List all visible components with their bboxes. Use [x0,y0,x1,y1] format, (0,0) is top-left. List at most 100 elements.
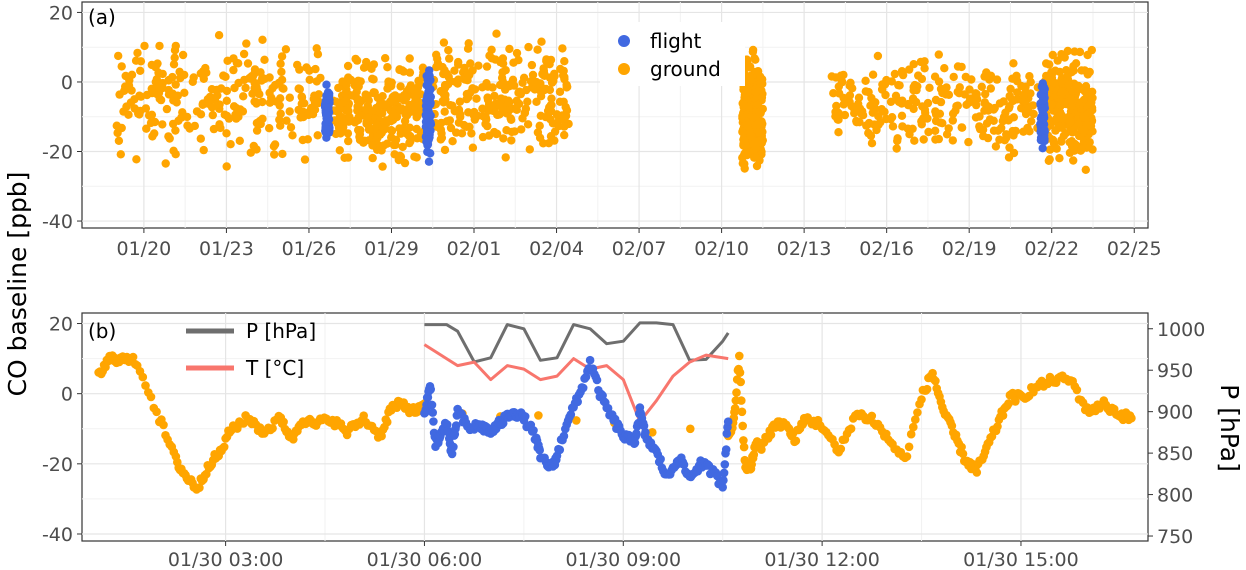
ground-point [275,101,284,110]
ground-point [484,131,494,140]
ground-point [520,108,530,118]
ground-point [275,115,284,124]
ground-point [381,54,390,63]
ground-point [735,351,744,361]
ground-point [226,140,235,149]
x-tick-label: 02/01 [447,238,502,260]
ground-point [906,429,916,439]
ground-point [909,86,918,95]
ground-point [305,75,314,85]
ground-point [750,54,759,63]
flight-point [721,445,731,454]
ground-point [1068,87,1077,96]
x-tick-label: 02/19 [942,238,997,260]
ground-point [942,130,952,139]
ground-point [222,162,231,171]
ground-point [162,104,172,114]
ground-point [448,137,457,146]
ground-point [1027,117,1036,126]
ground-point [413,134,422,143]
ground-point [114,136,124,145]
ground-point [456,110,465,119]
ground-point [1004,399,1013,408]
ground-point [350,118,360,127]
ground-point [917,395,926,404]
ground-point [555,87,565,97]
flight-point [555,445,565,455]
ground-point [930,72,940,81]
flight-point [447,449,457,459]
ground-point [977,82,986,92]
ground-point [368,74,377,84]
ground-point [1057,123,1067,132]
panel-b-lines [423,321,730,424]
y-tick-label: 20 [49,2,73,24]
ground-point [980,106,989,115]
y2-tick-label: 750 [1157,526,1193,548]
ground-point [732,388,741,397]
ground-point [377,146,386,155]
ground-point [354,76,363,86]
panel-b-points [94,351,1136,494]
flight-point [451,421,461,430]
ground-point [265,73,274,82]
ground-point [1069,61,1078,71]
ground-point [920,64,929,73]
ground-point [967,75,976,84]
ground-point [1085,67,1094,77]
ground-point [239,49,249,59]
ground-point [454,118,464,127]
ground-point [1005,91,1014,101]
ground-point [766,430,776,440]
flight-point [520,412,530,421]
ground-point [1025,127,1034,136]
legend-ground-marker [618,63,630,75]
ground-point [127,70,137,80]
ground-point [1009,59,1018,68]
ground-point [931,95,941,105]
ground-point [886,97,896,107]
ground-point [178,50,188,60]
ground-point [572,416,581,425]
ground-point [363,101,372,111]
ground-point [362,57,371,67]
ground-point [468,84,477,93]
flight-point [719,468,729,478]
ground-point [339,117,349,126]
ground-point [898,122,907,131]
ground-point [1060,99,1069,109]
ground-point [997,123,1006,133]
ground-point [265,124,274,133]
ground-point [245,73,254,83]
ground-point [195,483,204,493]
ground-point [923,98,933,108]
ground-point [277,52,287,61]
ground-point [491,55,500,64]
ground-point [196,134,205,143]
ground-point [909,422,918,432]
ground-point [304,110,313,120]
ground-point [877,85,887,94]
ground-point [183,121,192,130]
x-tick-label: 01/20 [117,238,172,260]
flight-point [632,429,641,438]
ground-point [387,78,396,87]
y2-tick-label: 1000 [1157,319,1205,341]
ground-point [965,85,974,94]
flight-point [1040,134,1049,143]
ground-point [931,110,941,119]
ground-point [189,73,198,82]
ground-point [483,121,492,131]
ground-point [852,118,861,127]
ground-point [383,62,392,72]
ground-point [1000,136,1009,145]
flight-point [322,80,331,89]
x-tick-label: 02/22 [1024,238,1079,260]
flight-point [573,397,582,407]
ground-point [868,108,877,117]
ground-point [398,66,407,75]
ground-point [270,150,279,159]
ground-point [440,107,449,116]
flight-point [630,438,640,448]
ground-point [492,129,501,139]
